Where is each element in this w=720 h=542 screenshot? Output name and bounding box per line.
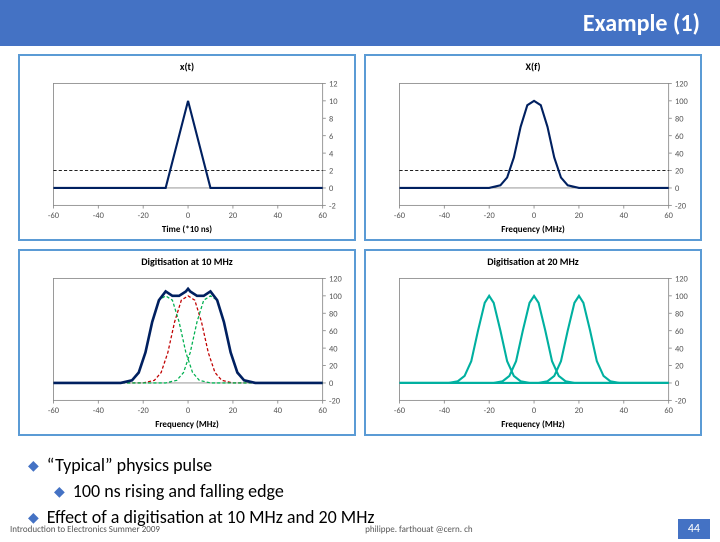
chart-title: X(f) <box>525 60 540 73</box>
svg-text:80: 80 <box>675 310 684 320</box>
svg-text:100: 100 <box>675 292 689 302</box>
svg-text:20: 20 <box>229 406 238 416</box>
svg-text:0: 0 <box>675 184 680 194</box>
svg-text:0: 0 <box>329 379 334 389</box>
svg-text:-40: -40 <box>439 211 451 221</box>
svg-text:0: 0 <box>329 184 334 194</box>
svg-text:80: 80 <box>675 114 684 124</box>
x-axis-label: Time (*10 ns) <box>162 224 212 235</box>
chart-freq-domain: X(f) -60-40-200204060-20020406080100120 … <box>364 54 702 241</box>
slide-title: Example (1) <box>583 9 700 38</box>
charts-grid: x(t) -60-40-200204060-2024681012 Time (*… <box>0 46 720 444</box>
chart-digitisation-20mhz: Digitisation at 20 MHz -60-40-200204060-… <box>364 249 702 436</box>
footer-center: philippe. farthouat @cern. ch <box>160 524 678 535</box>
bullet-sub-item: ◆ 100 ns rising and falling edge <box>54 480 692 504</box>
svg-text:10: 10 <box>329 97 338 107</box>
svg-text:100: 100 <box>675 97 689 107</box>
svg-text:60: 60 <box>675 327 684 337</box>
x-axis-label: Frequency (MHz) <box>155 419 219 430</box>
footer-left: Introduction to Electronics Summer 2009 <box>10 524 160 535</box>
slide-header: Example (1) <box>0 0 720 46</box>
svg-text:60: 60 <box>318 211 327 221</box>
svg-text:60: 60 <box>664 406 673 416</box>
chart-title: Digitisation at 10 MHz <box>141 255 233 268</box>
svg-text:-40: -40 <box>93 406 105 416</box>
chart-svg: -60-40-200204060-2024681012 <box>24 75 350 222</box>
svg-text:2: 2 <box>329 167 333 177</box>
chart-svg: -60-40-200204060-20020406080100120 <box>370 75 696 222</box>
svg-text:100: 100 <box>329 292 343 302</box>
slide-footer: Introduction to Electronics Summer 2009 … <box>0 518 720 540</box>
svg-text:-60: -60 <box>394 406 406 416</box>
x-axis-label: Frequency (MHz) <box>501 224 565 235</box>
svg-text:-20: -20 <box>138 211 150 221</box>
svg-text:8: 8 <box>329 114 333 124</box>
svg-text:40: 40 <box>274 211 283 221</box>
chart-digitisation-10mhz: Digitisation at 10 MHz -60-40-200204060-… <box>18 249 356 436</box>
svg-text:60: 60 <box>329 327 338 337</box>
svg-text:40: 40 <box>620 406 629 416</box>
svg-text:12: 12 <box>329 80 338 90</box>
svg-text:40: 40 <box>620 211 629 221</box>
diamond-icon: ◆ <box>54 480 65 504</box>
svg-text:-20: -20 <box>675 397 687 407</box>
svg-text:120: 120 <box>675 80 689 90</box>
chart-svg: -60-40-200204060-20020406080100120 <box>24 270 350 417</box>
svg-text:0: 0 <box>532 211 537 221</box>
x-axis-label: Frequency (MHz) <box>501 419 565 430</box>
chart-time-domain: x(t) -60-40-200204060-2024681012 Time (*… <box>18 54 356 241</box>
chart-svg: -60-40-200204060-20020406080100120 <box>370 270 696 417</box>
svg-text:-60: -60 <box>394 211 406 221</box>
bullet-text: 100 ns rising and falling edge <box>73 480 284 502</box>
chart-title: Digitisation at 20 MHz <box>487 255 579 268</box>
svg-text:20: 20 <box>575 211 584 221</box>
svg-text:60: 60 <box>318 406 327 416</box>
svg-text:-40: -40 <box>439 406 451 416</box>
svg-text:-20: -20 <box>484 406 496 416</box>
page-number: 44 <box>678 519 710 539</box>
svg-text:40: 40 <box>274 406 283 416</box>
bullet-item: ◆ “Typical” physics pulse <box>28 454 692 478</box>
svg-text:60: 60 <box>664 211 673 221</box>
svg-text:-2: -2 <box>329 202 336 212</box>
svg-text:-60: -60 <box>48 406 60 416</box>
svg-text:20: 20 <box>675 167 684 177</box>
svg-text:40: 40 <box>675 344 684 354</box>
svg-text:0: 0 <box>186 211 191 221</box>
svg-text:40: 40 <box>675 149 684 159</box>
svg-text:-20: -20 <box>484 211 496 221</box>
svg-text:20: 20 <box>329 362 338 372</box>
svg-text:20: 20 <box>675 362 684 372</box>
svg-text:-60: -60 <box>48 211 60 221</box>
svg-text:-20: -20 <box>675 202 687 212</box>
chart-title: x(t) <box>180 60 194 73</box>
svg-text:0: 0 <box>532 406 537 416</box>
svg-text:-20: -20 <box>138 406 150 416</box>
svg-text:20: 20 <box>575 406 584 416</box>
svg-text:40: 40 <box>329 344 338 354</box>
svg-text:6: 6 <box>329 132 333 142</box>
svg-text:-40: -40 <box>93 211 105 221</box>
svg-text:-20: -20 <box>329 397 341 407</box>
svg-text:80: 80 <box>329 310 338 320</box>
bullet-text: “Typical” physics pulse <box>47 454 212 476</box>
svg-text:60: 60 <box>675 132 684 142</box>
svg-text:20: 20 <box>229 211 238 221</box>
svg-text:0: 0 <box>675 379 680 389</box>
svg-text:120: 120 <box>329 275 343 285</box>
svg-text:120: 120 <box>675 275 689 285</box>
diamond-icon: ◆ <box>28 454 39 478</box>
svg-text:4: 4 <box>329 149 334 159</box>
svg-text:0: 0 <box>186 406 191 416</box>
